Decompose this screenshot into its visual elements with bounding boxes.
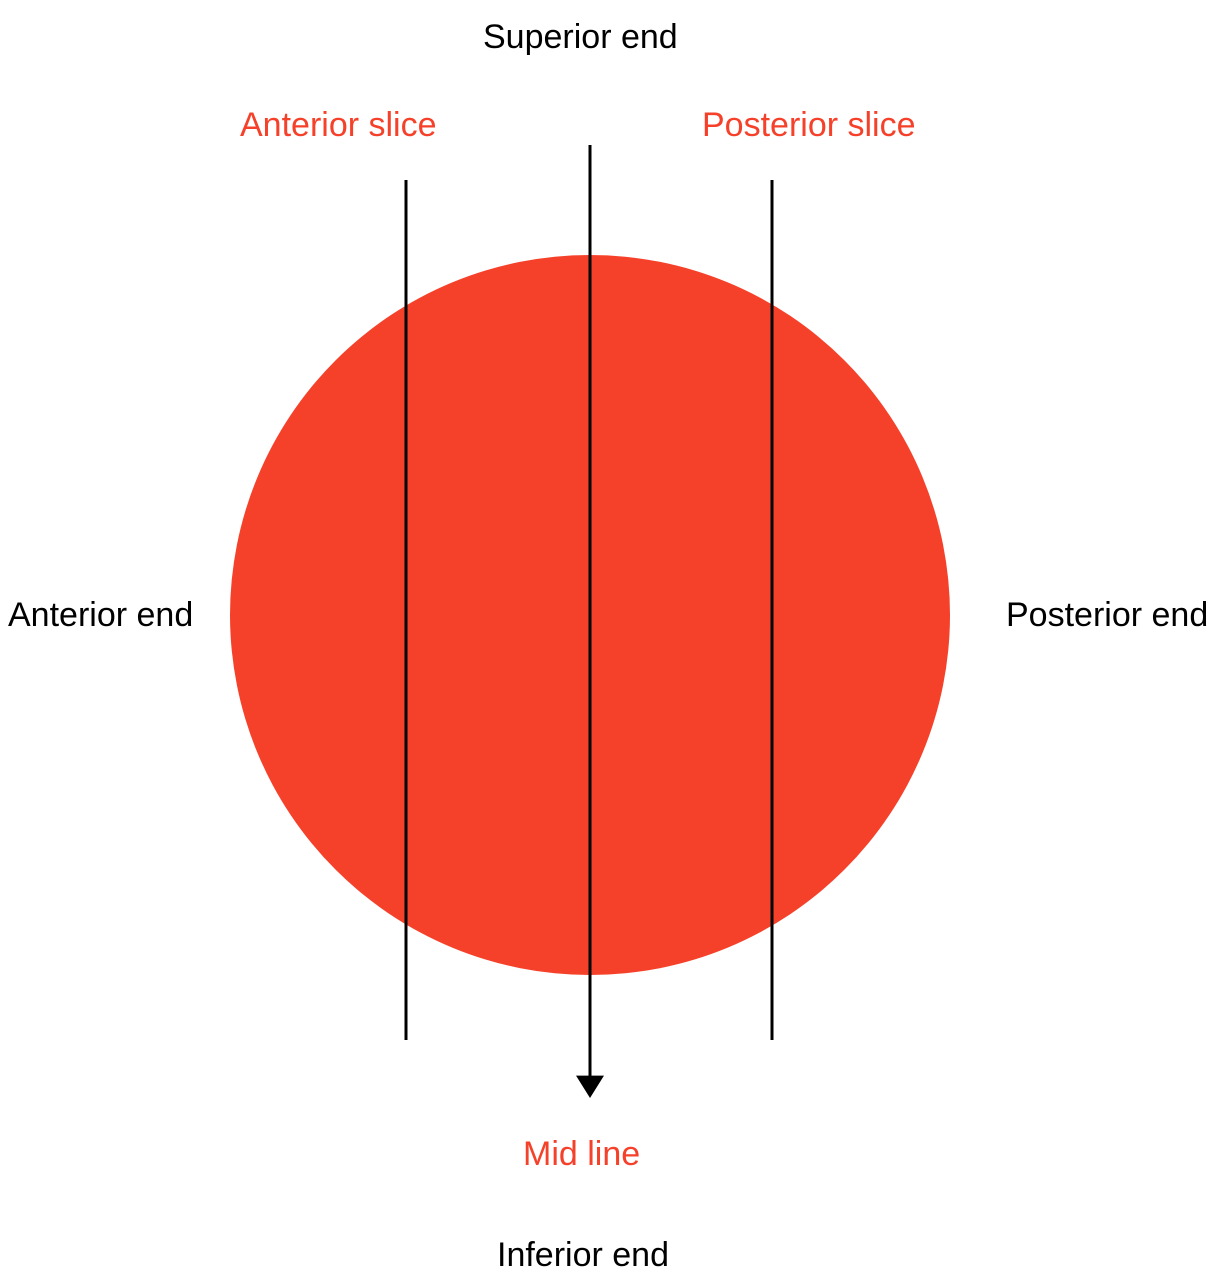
posterior-end-label: Posterior end [1006, 596, 1208, 635]
inferior-end-label: Inferior end [497, 1236, 669, 1275]
posterior-slice-label: Posterior slice [702, 106, 916, 145]
slice-diagram-svg [0, 0, 1229, 1280]
superior-end-label: Superior end [483, 18, 678, 57]
anterior-end-label: Anterior end [8, 596, 193, 635]
anterior-slice-label: Anterior slice [240, 106, 437, 145]
mid-line-arrowhead [576, 1076, 604, 1098]
mid-line-label: Mid line [523, 1135, 640, 1174]
